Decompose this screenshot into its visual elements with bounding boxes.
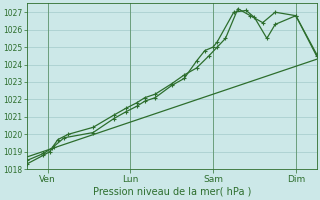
X-axis label: Pression niveau de la mer( hPa ): Pression niveau de la mer( hPa ) (92, 187, 251, 197)
